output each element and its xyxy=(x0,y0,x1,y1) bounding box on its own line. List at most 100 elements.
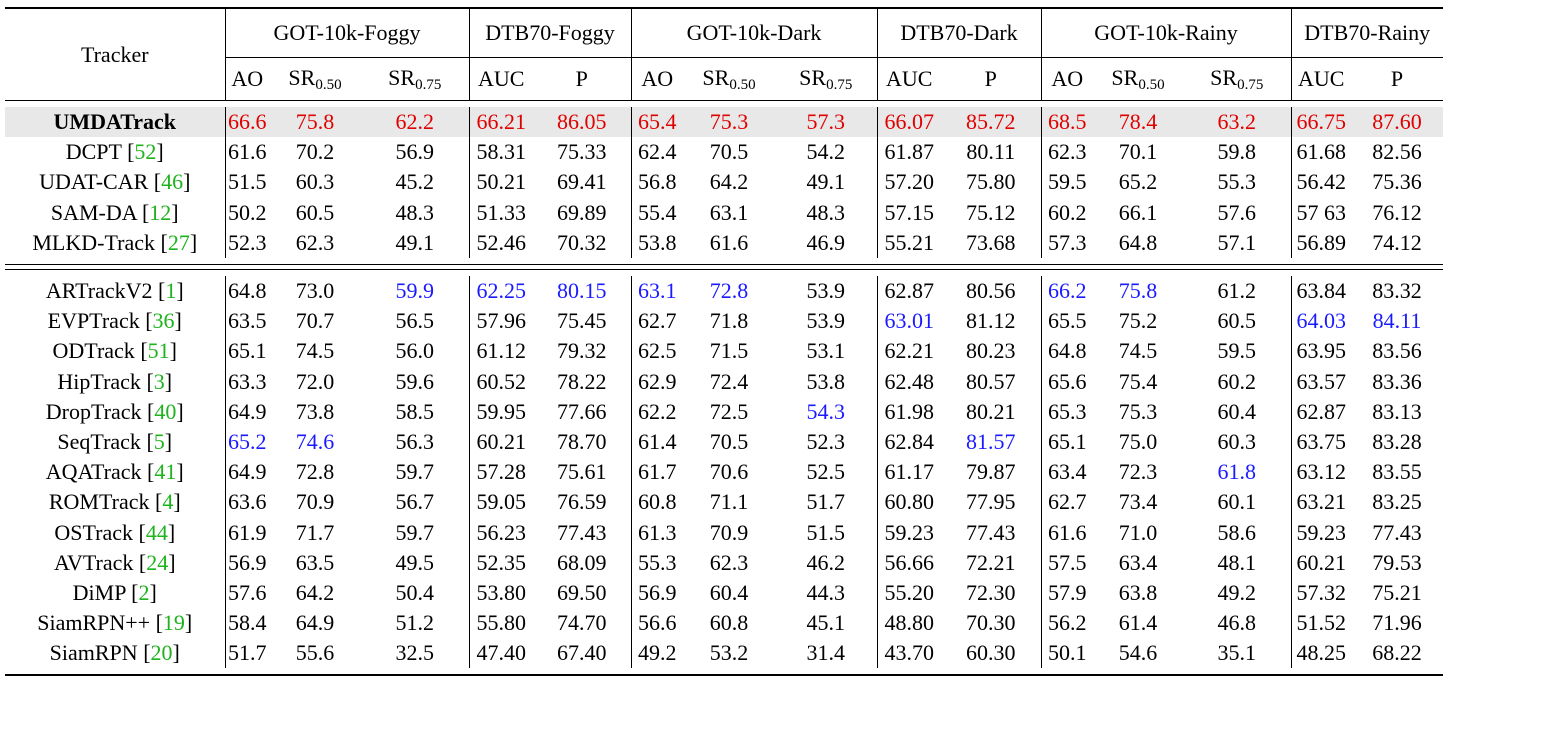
tracker-name: AQATrack xyxy=(45,459,142,485)
value-cell: 62.3 xyxy=(295,229,335,255)
value-cell: 59.8 xyxy=(1183,137,1292,168)
value-cell: 83.32 xyxy=(1372,278,1422,304)
citation-link[interactable]: 36 xyxy=(152,308,175,334)
citation-bracket: [ xyxy=(152,278,166,304)
value-cell: 60.80 xyxy=(884,489,935,515)
value-cell: 70.9 xyxy=(295,489,335,515)
value-cell: 65.3 xyxy=(1048,398,1087,424)
value-cell: 61.17 xyxy=(884,459,935,485)
citation-bracket: ] xyxy=(156,139,164,165)
value-cell: 83.25 xyxy=(1372,489,1422,515)
citation-link[interactable]: 24 xyxy=(146,549,169,575)
value-cell: 79.32 xyxy=(533,336,632,367)
tracker-name-cell: EVPTrack [36] xyxy=(5,306,226,337)
value-cell: 54.6 xyxy=(1118,640,1158,666)
value-cell: 55.3 xyxy=(1183,167,1292,198)
value-cell: 75.8 xyxy=(269,107,361,138)
citation-link[interactable]: 3 xyxy=(153,368,165,394)
citation-bracket: ] xyxy=(167,519,176,545)
citation-bracket: ] xyxy=(168,549,176,575)
value-cell: 51.5 xyxy=(228,169,267,195)
tracker-name-cell: SiamRPN++ [19] xyxy=(5,608,226,639)
value-cell: 71.8 xyxy=(709,308,749,334)
value-cell: 63.12 xyxy=(1296,459,1347,485)
value-cell: 57.15 xyxy=(884,199,935,225)
citation-bracket: ] xyxy=(169,338,177,364)
citation-link[interactable]: 27 xyxy=(167,229,190,255)
citation-link[interactable]: 1 xyxy=(165,278,177,304)
metric-header-auc: AUC xyxy=(469,57,533,101)
value-cell: 75.8 xyxy=(1118,278,1158,304)
metric-header-ao: AO xyxy=(631,57,683,101)
table-row: AVTrack [24] 56.9 63.5 49.5 52.35 68.09 55.3 62… xyxy=(5,547,1443,578)
value-cell: 56.66 xyxy=(884,549,935,575)
value-cell: 51.2 xyxy=(361,608,470,639)
tracker-name-cell: SeqTrack [5] xyxy=(5,426,226,458)
tracker-header: Tracker xyxy=(5,9,226,101)
value-cell: 52.3 xyxy=(228,229,267,255)
value-cell: 79.53 xyxy=(1372,549,1422,575)
value-cell: 77.43 xyxy=(941,517,1042,548)
tracker-name: SiamRPN xyxy=(49,640,138,666)
value-cell: 65.5 xyxy=(1048,308,1087,334)
value-cell: 62.84 xyxy=(884,428,935,454)
value-cell: 61.98 xyxy=(884,398,935,424)
value-cell: 63.5 xyxy=(295,549,335,575)
citation-link[interactable]: 44 xyxy=(145,519,168,545)
citation-link[interactable]: 52 xyxy=(134,139,157,165)
metric-header-ao: AO xyxy=(1041,57,1093,101)
value-cell: 66.75 xyxy=(1291,107,1351,138)
tracker-name-cell: UDAT-CAR [46] xyxy=(5,167,226,198)
citation-bracket: [ xyxy=(125,579,139,605)
citation-bracket: ] xyxy=(183,169,191,195)
value-cell: 70.9 xyxy=(709,519,749,545)
value-cell: 65.2 xyxy=(228,428,267,454)
value-cell: 61.4 xyxy=(638,428,677,454)
citation-bracket: ] xyxy=(184,610,193,636)
value-cell: 53.8 xyxy=(775,366,878,397)
value-cell: 81.12 xyxy=(941,306,1042,337)
citation-link[interactable]: 2 xyxy=(138,579,150,605)
value-cell: 44.3 xyxy=(775,577,878,608)
metric-header-auc: AUC xyxy=(1291,57,1351,101)
table-row: AQATrack [41] 64.9 72.8 59.7 57.28 75.61 61.7 7… xyxy=(5,457,1443,488)
value-cell: 46.9 xyxy=(775,227,878,258)
value-cell: 64.9 xyxy=(228,398,267,424)
citation-link[interactable]: 4 xyxy=(162,489,174,515)
value-cell: 54.3 xyxy=(775,396,878,427)
value-cell: 75.4 xyxy=(1118,368,1158,394)
value-cell: 72.30 xyxy=(941,577,1042,608)
citation-link[interactable]: 20 xyxy=(150,640,173,666)
value-cell: 65.1 xyxy=(228,338,267,364)
citation-link[interactable]: 40 xyxy=(154,398,177,424)
value-cell: 75.3 xyxy=(1118,398,1158,424)
value-cell: 75.45 xyxy=(533,306,632,337)
tracker-name-cell: UMDATrack xyxy=(5,107,226,138)
value-cell: 61.6 xyxy=(709,229,749,255)
value-cell: 48.80 xyxy=(884,610,935,636)
metric-header-sr-050: SR0.50 xyxy=(269,57,361,101)
citation-link[interactable]: 19 xyxy=(162,610,185,636)
citation-link[interactable]: 12 xyxy=(149,199,172,225)
value-cell: 52.35 xyxy=(476,549,527,575)
citation-bracket: [ xyxy=(149,489,163,515)
citation-link[interactable]: 5 xyxy=(153,428,165,454)
value-cell: 63.4 xyxy=(1118,549,1158,575)
value-cell: 59.23 xyxy=(1296,519,1347,545)
value-cell: 77.43 xyxy=(533,517,632,548)
citation-bracket: [ xyxy=(150,610,163,636)
tracker-name: SeqTrack xyxy=(57,428,141,454)
value-cell: 57.6 xyxy=(228,579,267,605)
value-cell: 55.4 xyxy=(638,199,677,225)
value-cell: 63.2 xyxy=(1183,107,1292,138)
header-metric-row: AO SR0.50 SR0.75 AUC P AO SR0.50 SR0.75 AUC P AO SR… xyxy=(5,57,1443,101)
value-cell: 48.25 xyxy=(1296,640,1347,666)
value-cell: 35.1 xyxy=(1183,638,1292,669)
citation-link[interactable]: 41 xyxy=(154,459,177,485)
value-cell: 60.2 xyxy=(1048,199,1087,225)
spacer xyxy=(5,668,1443,675)
value-cell: 47.40 xyxy=(476,640,527,666)
tracker-name-cell: MLKD-Track [27] xyxy=(5,227,226,258)
citation-link[interactable]: 51 xyxy=(147,338,170,364)
citation-link[interactable]: 46 xyxy=(161,169,184,195)
